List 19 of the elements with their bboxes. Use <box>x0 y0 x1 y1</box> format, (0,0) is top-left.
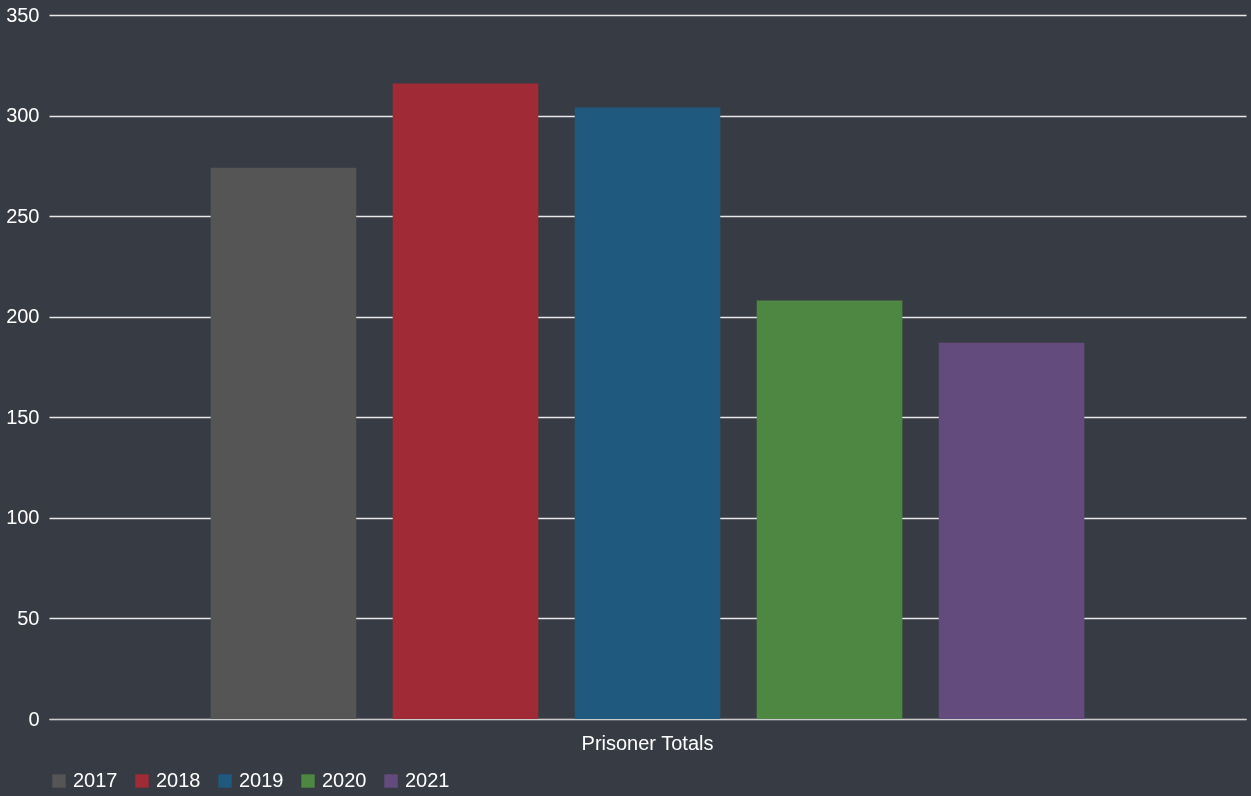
y-tick-label: 150 <box>6 405 40 428</box>
y-tick-label: 100 <box>6 506 40 529</box>
y-tick-label: 0 <box>28 707 40 730</box>
y-tick-label: 50 <box>17 606 40 629</box>
y-tick-label: 350 <box>6 3 40 26</box>
y-tick-label: 200 <box>6 305 40 328</box>
legend-label: 2021 <box>405 769 450 791</box>
x-tick-label: Prisoner Totals <box>581 731 714 754</box>
y-tick-label: 250 <box>6 204 40 227</box>
legend-label: 2020 <box>322 769 367 791</box>
bar <box>210 167 357 719</box>
legend-label: 2017 <box>73 769 118 791</box>
y-tick-label: 300 <box>6 104 40 127</box>
bar <box>756 300 903 719</box>
legend-label: 2019 <box>239 769 284 791</box>
bar <box>938 342 1085 719</box>
bar <box>574 107 721 719</box>
bar <box>392 83 539 719</box>
legend-label: 2018 <box>156 769 201 791</box>
